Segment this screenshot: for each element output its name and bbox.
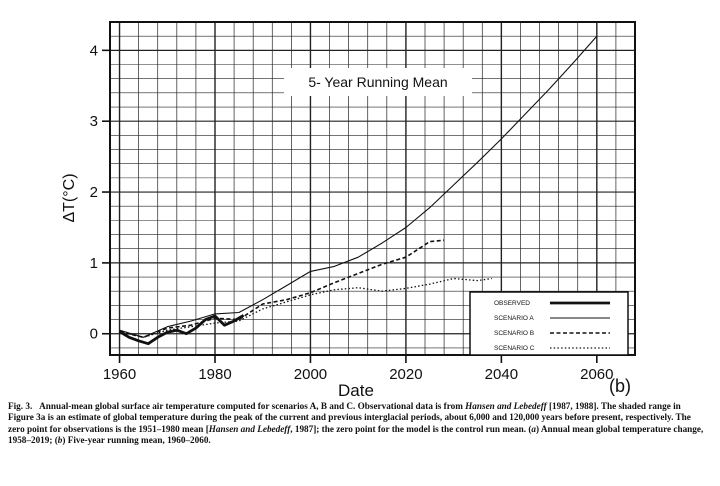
legend-label: SCENARIO B xyxy=(494,330,534,337)
caption-text-2: [1987, 1988]. The shaded range in Figure… xyxy=(8,401,691,434)
y-tick-label: 3 xyxy=(90,113,98,130)
legend-label: OBSERVED xyxy=(494,300,530,307)
figure-caption: Fig. 3. Annual-mean global surface air t… xyxy=(8,401,708,447)
x-tick-label: 1960 xyxy=(103,366,136,383)
caption-ref-1: Hansen and Lebedeff xyxy=(465,401,547,411)
axis-ticks: 1960 1980 2000 2020 2040 2060 0 1 2 3 4 xyxy=(90,42,614,383)
y-axis-title: ΔT(°C) xyxy=(61,173,78,222)
caption-panel-a: a xyxy=(531,423,537,434)
caption-ref-2: Hansen and Lebedeff xyxy=(208,423,291,434)
caption-panel-b: b xyxy=(57,435,63,446)
caption-text-4: ) Annual mean global temperature change,… xyxy=(8,423,704,446)
series-line-scenario-a xyxy=(119,35,598,338)
figure-label: Fig. 3. xyxy=(8,401,33,411)
x-tick-label: 1980 xyxy=(198,366,231,383)
series-line-scenario-c xyxy=(119,277,492,338)
series-line-scenario-b xyxy=(119,239,445,339)
annotation-background xyxy=(284,68,472,96)
x-tick-label: 2060 xyxy=(580,366,613,383)
y-tick-label: 1 xyxy=(90,255,98,272)
series-layer xyxy=(118,35,598,346)
caption-text-5: ) Five-year running mean, 1960–2060. xyxy=(62,435,211,446)
legend: OBSERVED SCENARIO A SCENARIO B SCENARIO C xyxy=(469,291,629,356)
y-tick-label: 0 xyxy=(90,326,98,343)
temperature-chart: 1960 1980 2000 2020 2040 2060 0 1 2 3 4 OBSERVED SC… xyxy=(61,21,636,400)
y-tick-label: 2 xyxy=(90,184,98,201)
caption-text-1: Annual-mean global surface air temperatu… xyxy=(39,401,463,411)
legend-label: SCENARIO A xyxy=(494,315,534,322)
caption-text-3: , 1987]; the zero point for the model is… xyxy=(290,423,532,434)
running-mean-annotation: 5- Year Running Mean xyxy=(308,74,447,90)
series-line-observed xyxy=(118,314,245,346)
y-tick-label: 4 xyxy=(90,42,98,59)
panel-label: (b) xyxy=(609,376,631,396)
x-tick-label: 2020 xyxy=(389,366,422,383)
x-tick-label: 2000 xyxy=(294,366,327,383)
legend-label: SCENARIO C xyxy=(494,345,535,352)
x-axis-title: Date xyxy=(338,381,374,400)
plot-frame xyxy=(109,21,636,356)
x-tick-label: 2040 xyxy=(485,366,518,383)
